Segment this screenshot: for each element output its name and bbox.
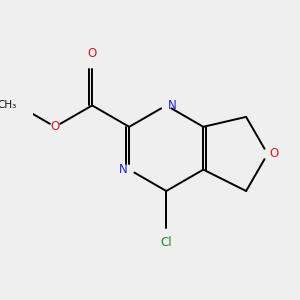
Text: O: O xyxy=(50,120,60,133)
Text: O: O xyxy=(269,148,279,160)
Text: O: O xyxy=(88,47,97,60)
Text: CH₃: CH₃ xyxy=(0,100,16,110)
Text: N: N xyxy=(119,163,128,176)
Text: N: N xyxy=(168,99,177,112)
Text: Cl: Cl xyxy=(160,236,172,250)
